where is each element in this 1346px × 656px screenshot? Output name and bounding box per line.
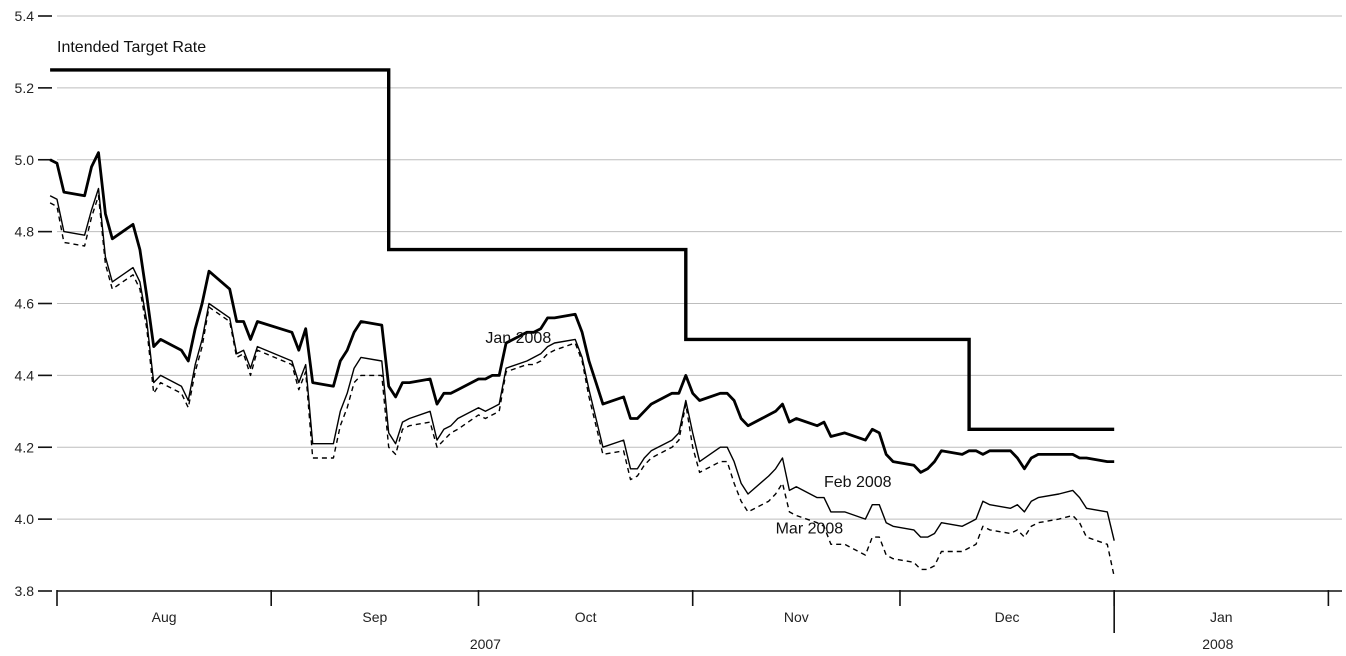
x-tick-label: Nov — [784, 609, 809, 625]
y-tick-label: 4.2 — [15, 439, 35, 455]
series-label: Intended Target Rate — [57, 39, 206, 56]
y-tick-label: 4.0 — [15, 511, 35, 527]
series-line-intended-target-rate — [50, 68, 1115, 431]
y-tick-label: 5.4 — [15, 8, 35, 24]
x-tick-label: Jan — [1210, 609, 1233, 625]
series-line-feb-2008 — [49, 187, 1115, 541]
series-label: Feb 2008 — [824, 474, 892, 491]
x-tick-label: Dec — [995, 609, 1020, 625]
y-tick-label: 4.4 — [15, 367, 35, 383]
y-tick-label: 4.8 — [15, 224, 35, 240]
series-line-jan-2008 — [49, 151, 1115, 474]
x-tick-label: Sep — [362, 609, 387, 625]
y-tick-label: 5.0 — [15, 152, 35, 168]
x-year-label: 2007 — [470, 636, 501, 652]
series-line-mar-2008 — [49, 194, 1115, 577]
y-tick-label: 4.6 — [15, 296, 35, 312]
series-label: Mar 2008 — [776, 521, 844, 538]
series-label: Jan 2008 — [485, 330, 551, 347]
x-year-label: 2008 — [1202, 636, 1233, 652]
y-tick-label: 3.8 — [15, 583, 35, 599]
x-tick-label: Aug — [152, 609, 177, 625]
y-tick-label: 5.2 — [15, 80, 35, 96]
x-tick-label: Oct — [575, 609, 597, 625]
